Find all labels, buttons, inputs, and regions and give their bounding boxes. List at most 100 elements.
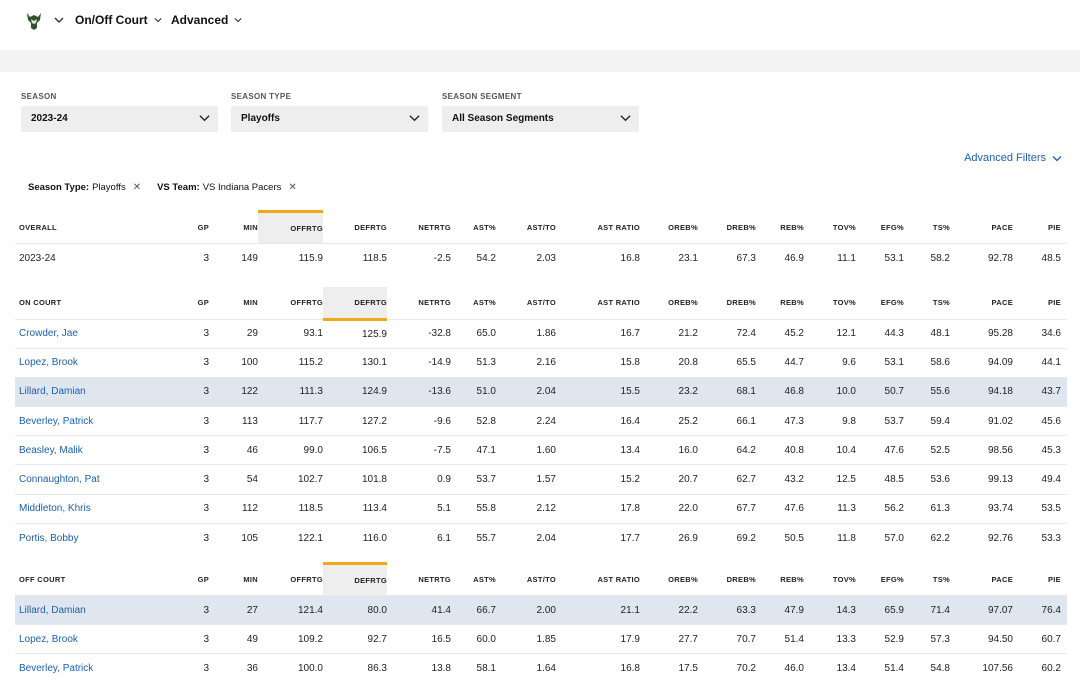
column-header[interactable]: MIN [243,574,258,584]
stat-cell: 3 [180,435,209,465]
column-header[interactable]: DEFRTG [323,287,387,321]
remove-chip-icon[interactable]: ✕ [132,182,142,193]
column-header[interactable]: OREB% [668,574,698,584]
stat-cell: 3 [180,493,209,524]
column-header[interactable]: AST RATIO [597,298,640,308]
table-header-row: ON COURT GP MIN OFFRTG DEFRTG NETRTG AST% AST/T… [15,287,1067,321]
column-header[interactable]: OREB% [668,222,698,232]
column-header[interactable]: PACE [991,298,1013,308]
chip-key: Season Type: [28,182,90,193]
column-header[interactable]: REB% [780,298,804,308]
stat-cell: 56.2 [856,493,904,524]
column-header[interactable]: GP [197,298,209,308]
column-header[interactable]: NETRTG [418,298,451,308]
column-header[interactable]: TOV% [832,222,856,232]
remove-chip-icon[interactable]: ✕ [288,182,297,193]
column-header[interactable]: PIE [1048,574,1061,584]
column-header[interactable]: AST RATIO [597,222,640,232]
column-header[interactable]: PIE [1048,298,1061,308]
stat-cell: 49.4 [1013,464,1067,495]
player-link[interactable]: Lillard, Damian [19,604,86,616]
column-header[interactable]: REB% [780,222,804,232]
player-link[interactable]: Beverley, Patrick [19,663,94,675]
column-header[interactable]: AST RATIO [597,574,640,584]
season-select[interactable]: 2023-24 [21,106,218,132]
column-header[interactable]: AST% [473,222,496,232]
column-header[interactable]: NETRTG [418,574,451,584]
stat-cell: 20.8 [640,347,698,378]
column-header[interactable]: MIN [243,222,258,232]
column-header[interactable]: DREB% [726,574,756,584]
column-header[interactable]: DEFRTG [354,222,387,232]
stat-cell: 91.02 [950,406,1013,436]
column-header[interactable]: DREB% [726,222,756,232]
column-header[interactable]: AST/TO [526,574,556,584]
player-link[interactable]: Lillard, Damian [19,386,86,398]
player-link[interactable]: Connaughton, Pat [19,474,100,486]
stat-cell: -13.6 [387,376,451,407]
season-type-select[interactable]: Playoffs [231,106,428,132]
column-header[interactable]: GP [197,574,209,584]
nav-advanced[interactable]: Advanced [171,13,242,27]
column-header[interactable]: GP [197,222,209,232]
player-link[interactable]: Lopez, Brook [19,633,78,645]
column-header[interactable]: OFFRTG [290,574,323,584]
stat-cell: 11.3 [804,493,856,524]
stat-cell: 58.1 [451,653,496,683]
player-link[interactable]: Lopez, Brook [19,357,78,369]
nav-on-off-court[interactable]: On/Off Court [75,13,162,27]
chevron-down-icon [234,18,242,23]
column-header[interactable]: AST/TO [526,222,556,232]
table-row: Beasley, Malik 3 46 99.0 106.5 -7.5 47.1 1.60 13… [15,435,1067,465]
stat-cell: -14.9 [387,347,451,378]
stat-cell: 45.6 [1013,406,1067,436]
stat-cell: 49 [209,624,258,654]
column-header[interactable]: TS% [932,574,950,584]
stat-cell: 34.6 [1013,318,1067,349]
column-header[interactable]: TOV% [832,298,856,308]
player-link[interactable]: Beasley, Malik [19,444,83,456]
table-row: Connaughton, Pat 3 54 102.7 101.8 0.9 53.7 1.57… [15,464,1067,495]
team-chevron-down-icon[interactable] [54,16,64,24]
player-link[interactable]: Crowder, Jae [19,328,78,340]
advanced-filters-link[interactable]: Advanced Filters [964,152,1062,164]
stat-cell: 5.1 [387,493,451,524]
stat-cell: 1.64 [496,653,556,683]
player-link[interactable]: Beverley, Patrick [19,415,94,427]
advanced-filters-label: Advanced Filters [964,152,1046,164]
column-header[interactable]: AST% [473,298,496,308]
stat-cell: 93.74 [950,493,1013,524]
column-header[interactable]: EFG% [880,298,904,308]
column-header[interactable]: PACE [991,222,1013,232]
stat-cell: 105 [209,522,258,553]
column-header[interactable]: OFFRTG [290,298,323,308]
column-header[interactable]: PIE [1048,222,1061,232]
column-header[interactable]: AST/TO [526,298,556,308]
stat-cell: 26.9 [640,522,698,553]
bucks-logo-icon[interactable] [25,11,43,31]
column-header[interactable]: TOV% [832,574,856,584]
stat-cell: 6.1 [387,522,451,553]
stat-cell: 16.4 [556,406,640,436]
stat-cell: 62.2 [904,522,950,553]
stat-cell: 52.5 [904,435,950,465]
column-header[interactable]: OREB% [668,298,698,308]
player-link[interactable]: Portis, Bobby [19,532,79,544]
column-header[interactable]: REB% [780,574,804,584]
column-header[interactable]: EFG% [880,222,904,232]
column-header[interactable]: AST% [473,574,496,584]
column-header[interactable]: NETRTG [418,222,451,232]
column-header[interactable]: PACE [991,574,1013,584]
stat-cell: 16.8 [556,242,640,273]
column-header[interactable]: EFG% [880,574,904,584]
table-row: Lopez, Brook 3 100 115.2 130.1 -14.9 51.3 2.16 1… [15,347,1067,378]
column-header[interactable]: OFFRTG [258,210,323,244]
column-header[interactable]: TS% [932,298,950,308]
column-header[interactable]: DREB% [726,298,756,308]
column-header[interactable]: DEFRTG [323,562,387,596]
stat-cell: 14.3 [804,594,856,625]
column-header[interactable]: TS% [932,222,950,232]
column-header[interactable]: MIN [243,298,258,308]
player-link[interactable]: Middleton, Khris [19,503,91,515]
season-segment-select[interactable]: All Season Segments [442,106,639,132]
